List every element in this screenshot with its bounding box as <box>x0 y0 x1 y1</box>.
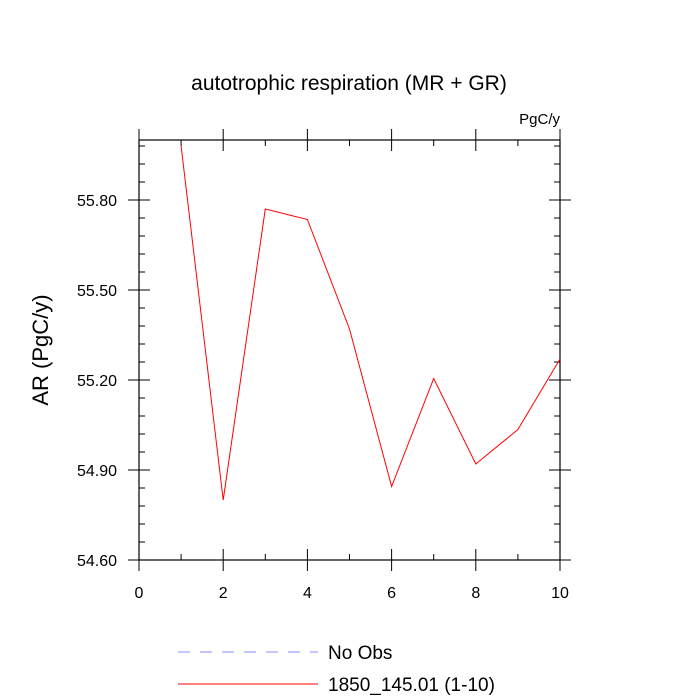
y-axis-label: AR (PgC/y) <box>28 294 53 405</box>
y-tick-label: 55.50 <box>77 283 117 300</box>
series-line-0 <box>180 145 561 501</box>
legend-label-1850: 1850_145.01 (1-10) <box>328 675 495 696</box>
legend-label-no-obs: No Obs <box>328 643 392 664</box>
x-tick-label: 2 <box>219 585 228 602</box>
y-tick-label: 55.80 <box>77 193 117 210</box>
series-layer <box>180 145 561 501</box>
x-tick-label: 8 <box>471 585 480 602</box>
units-label: PgC/y <box>519 111 560 128</box>
y-tick-label: 54.90 <box>77 463 117 480</box>
chart-title: autotrophic respiration (MR + GR) <box>191 72 507 95</box>
axis-ticks: 0 2 4 6 8 10 54.60 54.90 55.20 55.50 55.80 <box>77 129 571 602</box>
legend: No Obs 1850_145.01 (1-10) <box>178 643 495 696</box>
plot-frame <box>138 139 561 561</box>
y-tick-label: 55.20 <box>77 373 117 390</box>
x-tick-label: 10 <box>551 585 569 602</box>
x-tick-label: 0 <box>135 585 144 602</box>
y-tick-label: 54.60 <box>77 553 117 570</box>
x-tick-label: 6 <box>387 585 396 602</box>
x-tick-label: 4 <box>303 585 312 602</box>
